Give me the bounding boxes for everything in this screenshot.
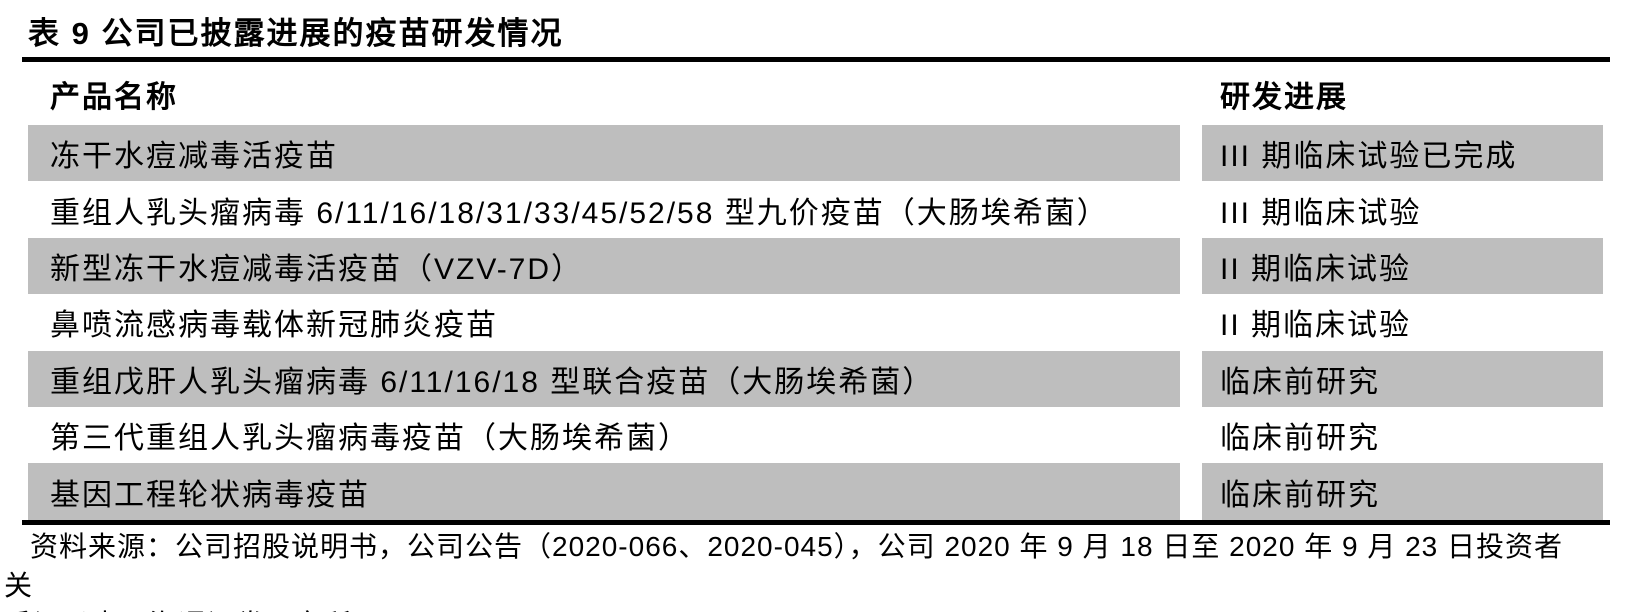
product-name-cell: 重组人乳头瘤病毒 6/11/16/18/31/33/45/52/58 型九价疫苗… bbox=[28, 181, 1180, 238]
rd-progress-cell: III 期临床试验已完成 bbox=[1202, 125, 1603, 182]
top-rule bbox=[22, 57, 1610, 62]
rd-progress-cell: II 期临床试验 bbox=[1202, 237, 1603, 295]
table-row: 鼻喷流感病毒载体新冠肺炎疫苗 II 期临床试验 bbox=[28, 294, 1603, 351]
column-header-product-name: 产品名称 bbox=[28, 62, 1180, 125]
product-name-cell: 冻干水痘减毒活疫苗 bbox=[28, 125, 1180, 182]
source-note-line-2: 系记录表，海通证券研究所 bbox=[4, 609, 352, 612]
bottom-rule bbox=[22, 520, 1610, 525]
product-name-cell: 新型冻干水痘减毒活疫苗（VZV-7D） bbox=[28, 237, 1180, 295]
table-row: 冻干水痘减毒活疫苗 III 期临床试验已完成 bbox=[28, 125, 1603, 182]
product-name-cell: 重组戊肝人乳头瘤病毒 6/11/16/18 型联合疫苗（大肠埃希菌） bbox=[28, 350, 1180, 407]
rd-progress-cell: 临床前研究 bbox=[1202, 406, 1603, 464]
table-row: 基因工程轮状病毒疫苗 临床前研究 bbox=[28, 463, 1603, 520]
column-header-rd-progress: 研发进展 bbox=[1202, 62, 1603, 125]
rd-progress-cell: III 期临床试验 bbox=[1202, 181, 1603, 238]
rd-progress-cell: II 期临床试验 bbox=[1202, 294, 1603, 351]
table-row: 重组人乳头瘤病毒 6/11/16/18/31/33/45/52/58 型九价疫苗… bbox=[28, 181, 1603, 238]
table-body: 冻干水痘减毒活疫苗 III 期临床试验已完成 重组人乳头瘤病毒 6/11/16/18… bbox=[28, 125, 1603, 520]
table-title: 表 9 公司已披露进展的疫苗研发情况 bbox=[28, 16, 564, 51]
source-note: 资料来源：公司招股说明书，公司公告（2020-066、2020-045），公司 … bbox=[4, 527, 1584, 612]
rd-progress-cell: 临床前研究 bbox=[1202, 463, 1603, 520]
table-row: 第三代重组人乳头瘤病毒疫苗（大肠埃希菌） 临床前研究 bbox=[28, 406, 1603, 464]
rd-progress-cell: 临床前研究 bbox=[1202, 350, 1603, 407]
product-name-cell: 基因工程轮状病毒疫苗 bbox=[28, 463, 1180, 520]
product-name-cell: 鼻喷流感病毒载体新冠肺炎疫苗 bbox=[28, 294, 1180, 351]
source-note-line-1: 资料来源：公司招股说明书，公司公告（2020-066、2020-045），公司 … bbox=[4, 531, 1564, 601]
table-header-row: 产品名称 研发进展 bbox=[28, 62, 1603, 125]
table-row: 新型冻干水痘减毒活疫苗（VZV-7D） II 期临床试验 bbox=[28, 237, 1603, 295]
product-name-cell: 第三代重组人乳头瘤病毒疫苗（大肠埃希菌） bbox=[28, 406, 1180, 464]
table-row: 重组戊肝人乳头瘤病毒 6/11/16/18 型联合疫苗（大肠埃希菌） 临床前研究 bbox=[28, 350, 1603, 407]
